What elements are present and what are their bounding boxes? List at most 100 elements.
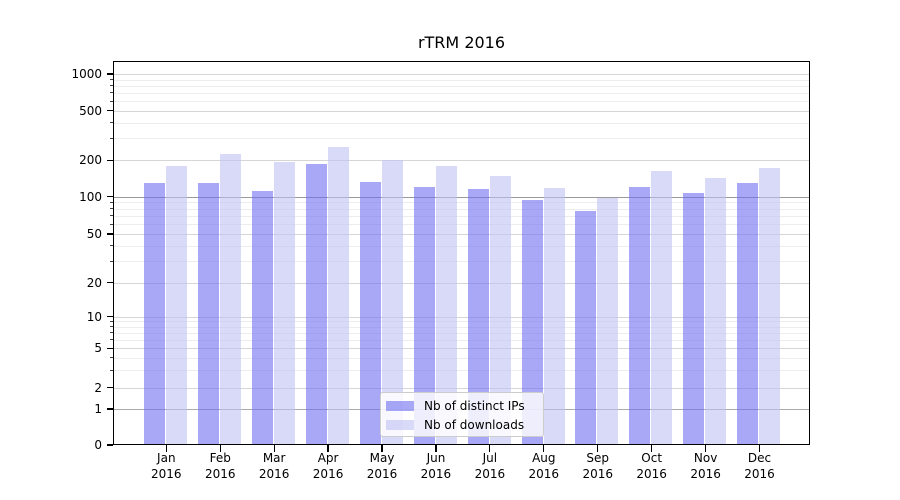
major-gridline (113, 110, 810, 112)
major-gridline (113, 348, 810, 350)
bar-ips-nov (683, 193, 705, 445)
y-minor-tick (109, 92, 113, 94)
y-minor-tick (109, 79, 113, 81)
y-tick (106, 315, 113, 318)
x-tick-label: Oct 2016 (620, 451, 684, 482)
minor-gridline (113, 101, 810, 103)
minor-gridline (113, 339, 810, 341)
minor-gridline (113, 357, 810, 359)
x-tick-label-month: Feb (209, 451, 231, 465)
major-gridline (113, 282, 810, 284)
x-tick-label-year: 2016 (151, 466, 182, 481)
y-tick-label: 5 (94, 341, 102, 356)
x-tick-label-month: Jan (157, 451, 176, 465)
major-gridline (113, 387, 810, 389)
y-tick-label: 500 (79, 103, 102, 118)
x-tick-label-month: Dec (747, 451, 772, 465)
y-tick (106, 159, 113, 161)
x-tick-label: Jun 2016 (404, 451, 468, 482)
bar-downloads-sep (597, 198, 619, 445)
y-minor-tick (109, 201, 113, 203)
x-tick (435, 445, 437, 452)
x-tick (543, 445, 545, 452)
x-tick-label-month: Nov (693, 451, 718, 465)
x-tick-label-year: 2016 (636, 466, 667, 481)
x-tick (273, 445, 275, 452)
x-tick-label: Mar 2016 (242, 451, 306, 482)
y-tick (106, 233, 113, 235)
y-tick-label: 50 (86, 227, 102, 241)
bar-downloads-feb (219, 154, 241, 445)
bar-downloads-jan (166, 165, 187, 445)
x-tick (758, 445, 761, 452)
minor-gridline (113, 85, 810, 87)
legend-row: Nb of downloads (386, 418, 543, 432)
y-tick-label: 2 (94, 380, 102, 395)
x-tick (489, 445, 491, 452)
bar-downloads-jul (489, 175, 511, 445)
x-tick-label-month: Oct (641, 451, 663, 465)
minor-gridline (113, 138, 810, 140)
x-tick-label-year: 2016 (312, 466, 344, 481)
bar-downloads-oct (651, 170, 673, 445)
y-tick-label: 100 (79, 189, 102, 204)
y-tick (106, 408, 113, 410)
x-tick-label: Jul 2016 (458, 451, 522, 482)
y-tick-label: 20 (86, 275, 102, 290)
y-tick (106, 196, 113, 198)
legend-swatch (386, 419, 414, 430)
bar-ips-may (359, 181, 381, 445)
bar-ips-feb (197, 182, 219, 445)
x-tick (327, 445, 329, 452)
y-minor-tick (109, 223, 113, 225)
minor-gridline (113, 321, 810, 323)
bar-ips-jan (144, 182, 165, 445)
x-tick-label-month: Apr (317, 451, 339, 465)
bar-ips-dec (737, 182, 759, 445)
major-gridline (113, 316, 810, 318)
legend: Nb of distinct IPs Nb of downloads (380, 391, 544, 437)
minor-gridline (113, 92, 810, 94)
y-minor-tick (109, 369, 113, 371)
bar-downloads-dec (759, 167, 781, 445)
y-minor-tick (109, 137, 113, 139)
bar-downloads-aug (543, 188, 565, 445)
x-tick-label: Sep 2016 (566, 451, 630, 482)
y-tick (106, 444, 113, 446)
x-tick-label-month: Mar (262, 451, 286, 465)
legend-label: Nb of distinct IPs (424, 398, 525, 413)
bar-ips-mar (251, 191, 273, 445)
x-tick (219, 445, 221, 452)
bar-downloads-apr (327, 147, 349, 445)
x-tick-label-year: 2016 (474, 466, 506, 481)
y-tick (106, 73, 113, 75)
minor-gridline (113, 261, 810, 263)
x-tick-label-month: Jul (482, 451, 498, 465)
x-tick (381, 445, 383, 452)
y-minor-tick (109, 245, 113, 247)
bar-ips-jun (413, 186, 435, 445)
y-minor-tick (109, 122, 113, 124)
x-tick-label: Apr 2016 (296, 451, 360, 482)
minor-gridline (113, 224, 810, 226)
x-tick-label: Jan 2016 (134, 451, 198, 482)
y-tick-label: 1 (94, 402, 102, 416)
x-tick-label: Aug 2016 (512, 451, 576, 482)
x-tick (165, 445, 167, 452)
x-tick-label: Dec 2016 (728, 451, 792, 482)
y-minor-tick (109, 85, 113, 87)
x-tick-label: Nov 2016 (674, 451, 738, 482)
x-tick-label-month: May (369, 451, 395, 465)
y-minor-tick (109, 332, 113, 334)
x-tick-label-year: 2016 (528, 466, 560, 481)
x-tick (705, 445, 707, 452)
y-tick-label: 200 (79, 153, 102, 168)
legend-swatch (386, 400, 414, 411)
x-tick (651, 445, 653, 452)
y-minor-tick (109, 100, 113, 102)
x-tick-label-year: 2016 (258, 466, 290, 481)
minor-gridline (113, 245, 810, 247)
minor-gridline (113, 326, 810, 328)
x-tick-label-year: 2016 (582, 466, 613, 481)
